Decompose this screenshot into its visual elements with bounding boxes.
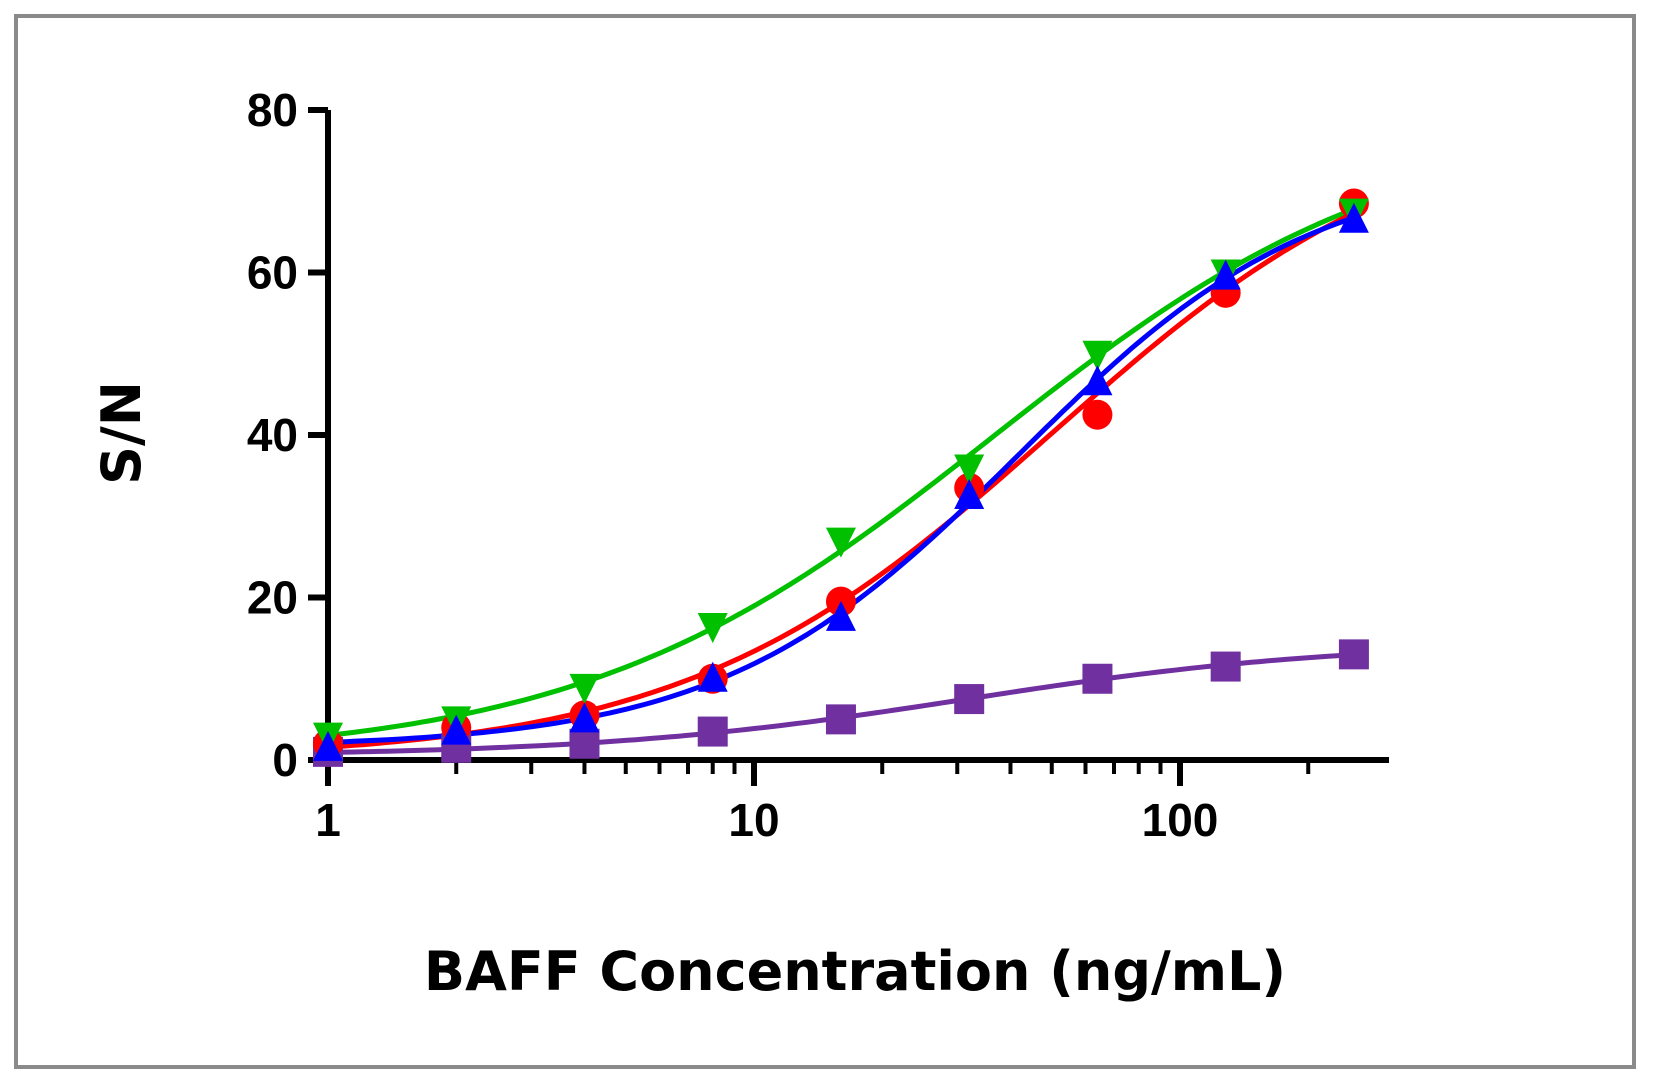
chart-frame — [14, 14, 1636, 1069]
data-point-green — [569, 673, 600, 704]
y-axis-title: S/N — [90, 381, 153, 485]
y-tick-label: 0 — [272, 734, 298, 786]
fit-curve-purple — [327, 652, 1355, 755]
y-tick-label: 60 — [247, 247, 298, 299]
y-tick-label: 20 — [247, 572, 298, 624]
data-point-green — [825, 527, 856, 558]
fit-curve-green — [327, 206, 1355, 738]
data-point-blue — [313, 730, 343, 761]
data-point-green — [1082, 340, 1113, 371]
data-point-purple — [954, 684, 985, 715]
data-point-blue — [569, 702, 600, 733]
data-point-blue — [954, 478, 985, 509]
data-point-blue — [1210, 259, 1241, 290]
data-point-purple — [1338, 639, 1369, 670]
data-point-green — [697, 612, 728, 643]
data-point-purple — [697, 716, 728, 747]
fit-curves — [327, 206, 1356, 755]
data-point-blue — [1082, 365, 1113, 396]
y-tick-label: 80 — [247, 84, 298, 136]
y-tick-label: 40 — [247, 409, 298, 461]
data-point-red — [1082, 399, 1113, 430]
data-point-green — [954, 454, 985, 485]
data-point-purple — [569, 728, 600, 759]
data-point-blue — [1338, 202, 1369, 233]
fit-curve-blue — [327, 215, 1355, 745]
data-point-blue — [441, 714, 472, 745]
x-tick-label: 1 — [315, 794, 341, 846]
data-point-blue — [697, 661, 728, 692]
data-point-purple — [825, 704, 856, 735]
axes: 0 20 40 60 80 1 10 100 — [247, 84, 1389, 846]
x-axis-title: BAFF Concentration (ng/mL) — [424, 940, 1286, 1003]
data-point-purple — [1210, 651, 1241, 682]
data-point-purple — [1082, 663, 1113, 694]
x-tick-label: 100 — [1142, 794, 1219, 846]
data-points — [313, 188, 1369, 767]
x-tick-label: 10 — [728, 794, 779, 846]
data-point-blue — [825, 600, 856, 631]
